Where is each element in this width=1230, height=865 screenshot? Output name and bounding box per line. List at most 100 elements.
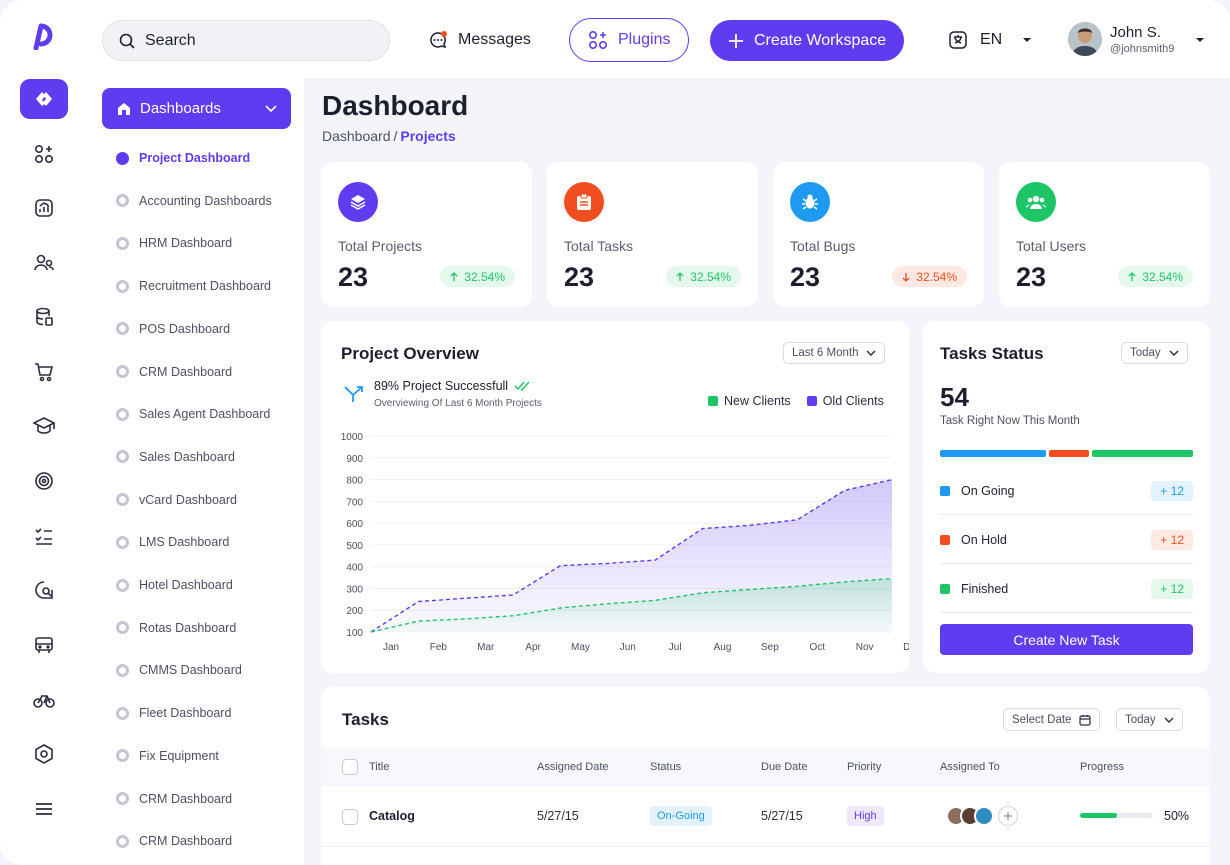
sidebar-item[interactable]: CMMS Dashboard: [116, 660, 242, 680]
sidebar-item-label: CRM Dashboard: [139, 364, 233, 379]
create-workspace-label: Create Workspace: [754, 31, 887, 49]
messages-button[interactable]: Messages: [428, 18, 531, 62]
status-row[interactable]: Finished + 12: [940, 565, 1193, 613]
status-row[interactable]: On Going + 12: [940, 467, 1193, 515]
plugins-button[interactable]: Plugins: [569, 18, 690, 62]
calendar-icon: [1079, 714, 1092, 726]
app-logo-icon[interactable]: [28, 20, 60, 50]
rail-target-icon[interactable]: [20, 461, 68, 501]
rail-bike-icon[interactable]: [20, 680, 68, 720]
bullet-icon: [116, 365, 129, 378]
sidebar-item[interactable]: Recruitment Dashboard: [116, 276, 271, 296]
series-area-new-clients: [371, 578, 892, 632]
sidebar-item[interactable]: Sales Agent Dashboard: [116, 404, 270, 424]
chevron-down-icon: [1169, 350, 1179, 356]
rail-graduation-icon[interactable]: [20, 406, 68, 446]
sidebar-item[interactable]: CRM Dashboard: [116, 831, 232, 851]
sidebar-item[interactable]: Fleet Dashboard: [116, 703, 231, 723]
stat-card[interactable]: Total Tasks 23 32.54%: [547, 162, 758, 307]
x-tick-label: Apr: [525, 642, 541, 653]
col-due-date[interactable]: Due Date: [761, 761, 808, 773]
sidebar-item[interactable]: HRM Dashboard: [116, 233, 232, 253]
stat-card[interactable]: Total Users 23 32.54%: [999, 162, 1210, 307]
sidebar-item[interactable]: Project Dashboard: [116, 148, 250, 168]
select-date-button[interactable]: Select Date: [1003, 708, 1101, 731]
language-selector[interactable]: EN: [948, 18, 1032, 62]
status-row[interactable]: On Hold + 12: [940, 516, 1193, 564]
table-row[interactable]: [321, 786, 1210, 847]
x-tick-label: Dec: [903, 642, 909, 653]
overview-range-select[interactable]: Last 6 Month: [783, 342, 886, 364]
rail-bus-icon[interactable]: [20, 625, 68, 665]
x-tick-label: Mar: [477, 642, 495, 653]
col-status[interactable]: Status: [650, 761, 682, 773]
sidebar-item[interactable]: LMS Dashboard: [116, 532, 229, 552]
create-workspace-button[interactable]: Create Workspace: [710, 20, 905, 61]
sidebar-item[interactable]: POS Dashboard: [116, 319, 230, 339]
sidebar-item-label: Recruitment Dashboard: [139, 279, 272, 294]
tasks-status-range-select[interactable]: Today: [1121, 342, 1188, 364]
row-checkbox[interactable]: [342, 809, 358, 825]
rail-checklist-icon[interactable]: [20, 516, 68, 556]
rail-cart-icon[interactable]: [20, 352, 68, 392]
create-new-task-button[interactable]: Create New Task: [940, 624, 1193, 655]
sidebar-item[interactable]: Rotas Dashboard: [116, 618, 236, 638]
sidebar-item[interactable]: Accounting Dashboards: [116, 191, 272, 211]
sidebar-item[interactable]: vCard Dashboard: [116, 490, 237, 510]
sidebar-item-label: Rotas Dashboard: [139, 620, 237, 635]
add-assignee-icon[interactable]: [998, 806, 1018, 826]
x-tick-label: Nov: [856, 642, 874, 653]
sidebar-item[interactable]: Sales Dashboard: [116, 447, 235, 467]
tasks-range-select[interactable]: Today: [1116, 708, 1183, 731]
assignee-avatar[interactable]: [974, 806, 994, 826]
user-handle: @johnsmith9: [1110, 43, 1175, 55]
col-title[interactable]: Title: [369, 761, 390, 773]
status-label: On Going: [961, 483, 1015, 498]
user-name: John S.: [1110, 24, 1161, 41]
user-menu-chevron-icon[interactable]: [1195, 37, 1205, 43]
rail-database-icon[interactable]: [20, 297, 68, 337]
home-icon: [116, 101, 132, 117]
status-color-swatch: [940, 534, 950, 545]
rail-users-icon[interactable]: [20, 243, 68, 283]
rail-chat-search-icon[interactable]: [20, 570, 68, 610]
y-tick-label: 700: [346, 497, 363, 508]
sidebar: Dashboards Project Dashboard Accounting D…: [88, 78, 304, 865]
y-tick-label: 600: [346, 519, 363, 530]
stat-change-value: 32.54%: [464, 269, 505, 284]
plugins-label: Plugins: [618, 31, 671, 48]
stat-label: Total Users: [1016, 238, 1087, 254]
sidebar-item[interactable]: CRM Dashboard: [116, 789, 232, 809]
rail-settings-icon[interactable]: [20, 734, 68, 774]
sidebar-item-label: Project Dashboard: [139, 151, 251, 165]
sidebar-item[interactable]: Fix Equipment: [116, 746, 219, 766]
progress-fill: [1080, 813, 1117, 818]
col-assigned-date[interactable]: Assigned Date: [537, 761, 609, 773]
select-all-checkbox[interactable]: [342, 759, 358, 775]
row-due-date: 5/27/15: [761, 809, 803, 823]
stat-card[interactable]: Total Projects 23 32.54%: [321, 162, 532, 307]
row-title[interactable]: Catalog: [369, 809, 415, 823]
sidebar-item[interactable]: CRM Dashboard: [116, 362, 232, 382]
overview-title: Project Overview: [341, 344, 479, 363]
dashboards-dropdown[interactable]: Dashboards: [102, 88, 291, 129]
y-tick-label: 100: [346, 628, 363, 639]
col-assigned-to[interactable]: Assigned To: [940, 761, 1000, 773]
col-priority[interactable]: Priority: [847, 761, 882, 773]
search-input[interactable]: Search: [102, 20, 390, 61]
avatar[interactable]: [1068, 22, 1102, 56]
rail-menu-icon[interactable]: [20, 789, 68, 829]
y-tick-label: 800: [346, 476, 363, 487]
sidebar-item[interactable]: Hotel Dashboard: [116, 575, 233, 595]
chart-legend: New Clients Old Clients: [708, 394, 884, 408]
stat-card[interactable]: Total Bugs 23 32.54%: [773, 162, 984, 307]
col-progress[interactable]: Progress: [1080, 761, 1125, 773]
rail-apps-icon[interactable]: [20, 134, 68, 174]
rail-dashboard-icon[interactable]: [20, 79, 68, 119]
breadcrumb-root[interactable]: Dashboard: [322, 128, 391, 144]
sidebar-item-label: Sales Agent Dashboard: [139, 407, 271, 422]
rail-analytics-icon[interactable]: [20, 188, 68, 228]
series-line-old-clients: [370, 478, 893, 633]
top-bar: Search Messages Plugins Create Workspace…: [88, 0, 1230, 78]
table-header-bg: [321, 747, 1210, 786]
